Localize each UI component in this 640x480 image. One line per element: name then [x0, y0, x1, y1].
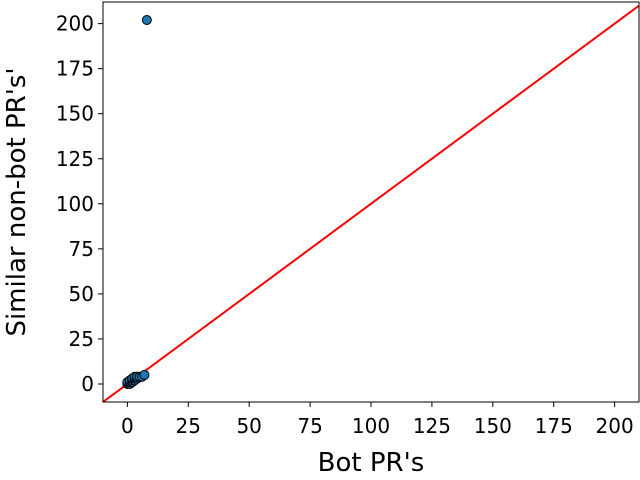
data-point — [141, 15, 152, 26]
x-tick-label: 0 — [121, 414, 134, 438]
plot-frame — [102, 1, 640, 403]
x-tick-label: 50 — [236, 414, 261, 438]
y-tick-label: 150 — [56, 102, 94, 126]
plot-area — [103, 4, 639, 402]
y-tick-label: 50 — [69, 282, 94, 306]
x-tick-label: 125 — [413, 414, 451, 438]
x-tick-label: 200 — [596, 414, 634, 438]
y-tick-label: 125 — [56, 147, 94, 171]
y-tick-label: 25 — [69, 327, 94, 351]
x-axis-ticks: 0 25 50 75 100 125 150 175 200 — [121, 402, 634, 438]
x-tick-label: 75 — [297, 414, 322, 438]
y-tick-label: 0 — [81, 372, 94, 396]
x-tick-label: 175 — [535, 414, 573, 438]
x-tick-label: 100 — [352, 414, 390, 438]
data-points — [122, 15, 152, 389]
data-point — [139, 369, 150, 380]
reference-diagonal-line — [103, 4, 639, 402]
y-tick-label: 200 — [56, 12, 94, 36]
y-tick-label: 75 — [69, 237, 94, 261]
x-tick-label: 150 — [474, 414, 512, 438]
x-axis-label: Bot PR's — [318, 448, 425, 478]
y-tick-label: 175 — [56, 57, 94, 81]
y-axis-ticks: 0 25 50 75 100 125 150 175 200 — [56, 12, 103, 396]
y-axis-label: Similar non-bot PR's' — [2, 67, 32, 336]
x-tick-label: 25 — [176, 414, 201, 438]
y-tick-label: 100 — [56, 192, 94, 216]
